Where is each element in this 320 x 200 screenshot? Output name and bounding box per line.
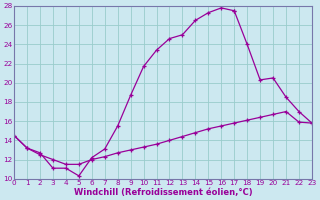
- X-axis label: Windchill (Refroidissement éolien,°C): Windchill (Refroidissement éolien,°C): [74, 188, 252, 197]
